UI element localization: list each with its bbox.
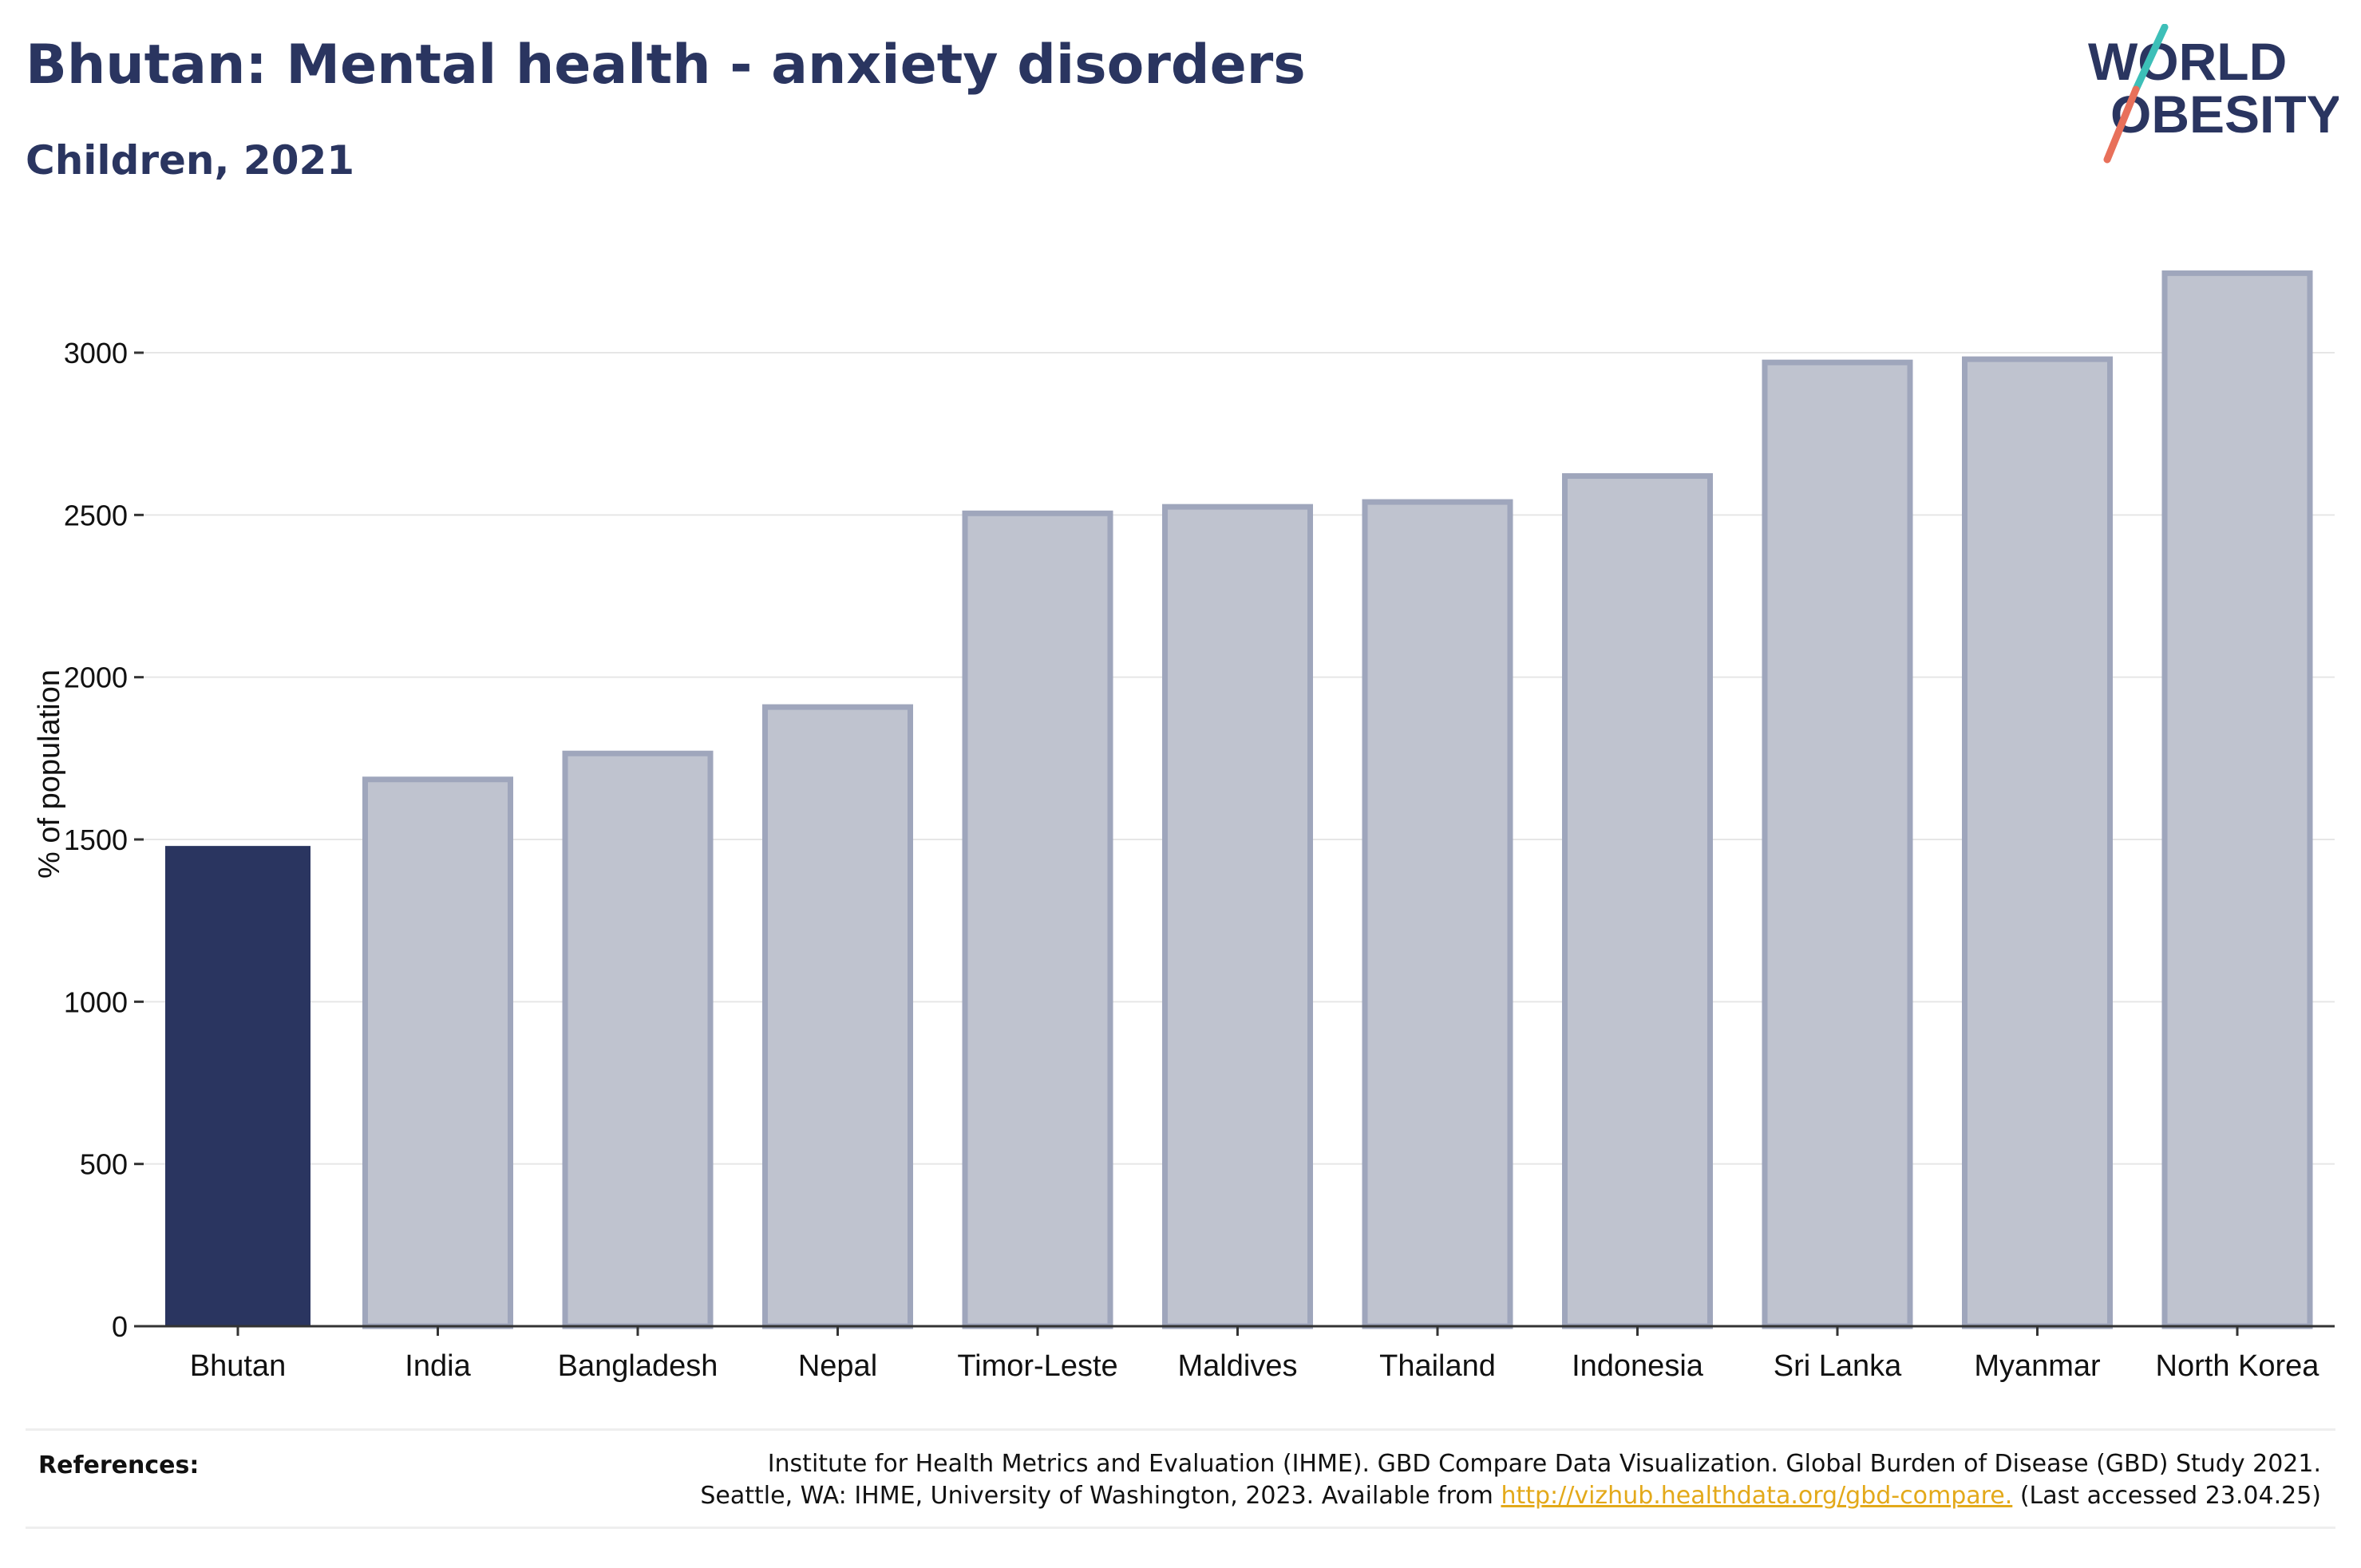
x-tick-label: Bhutan <box>190 1349 286 1383</box>
x-tick-label: Bangladesh <box>558 1349 718 1383</box>
references-label: References: <box>38 1451 200 1479</box>
x-tick-label: Maldives <box>1178 1349 1298 1383</box>
logo-slash-coral <box>2103 85 2140 164</box>
x-tick-label: Timor-Leste <box>957 1349 1117 1383</box>
world-obesity-logo: WORLD OBESITY <box>2088 24 2339 164</box>
bar-north-korea <box>2161 270 2313 1329</box>
logo-line-2: OBESITY <box>2110 85 2339 144</box>
y-tick-label: 0 <box>112 1310 128 1343</box>
x-tick-label: Thailand <box>1379 1349 1496 1383</box>
bar-sri-lanka <box>1762 359 1913 1329</box>
y-tick-label: 2000 <box>64 662 128 694</box>
bar-timor-leste <box>962 510 1113 1329</box>
chart-title: Bhutan: Mental health - anxiety disorder… <box>26 34 1306 97</box>
bar-myanmar <box>1962 356 2113 1329</box>
bar-nepal <box>762 704 913 1329</box>
y-tick-label: 500 <box>80 1148 128 1181</box>
logo-line-1: WORLD <box>2088 32 2287 91</box>
reference-line-2-suffix: (Last accessed 23.04.25) <box>2012 1482 2321 1510</box>
bar-chart: 0 500 1000 1500 2000 2500 3000 Bhutan India Bangl… <box>33 270 2335 1383</box>
bar-thailand <box>1362 499 1513 1329</box>
y-tick-label: 1000 <box>64 985 128 1018</box>
reference-line-1: Institute for Health Metrics and Evaluat… <box>767 1450 2321 1478</box>
reference-link[interactable]: http://vizhub.healthdata.org/gbd-compare… <box>1501 1482 2013 1510</box>
axes: 0 500 1000 1500 2000 2500 3000 Bhutan India Bangl… <box>64 337 2335 1383</box>
reference-line-2-prefix: Seattle, WA: IHME, University of Washing… <box>700 1482 1501 1510</box>
x-tick-label: Nepal <box>798 1349 877 1383</box>
x-tick-label: Indonesia <box>1572 1349 1704 1383</box>
references-text: Institute for Health Metrics and Evaluat… <box>700 1448 2321 1512</box>
y-axis-label: % of population <box>33 669 66 879</box>
reference-line-2: Seattle, WA: IHME, University of Washing… <box>700 1480 2321 1512</box>
bar-bangladesh <box>562 750 714 1329</box>
x-tick-label: North Korea <box>2156 1349 2320 1383</box>
references-panel: References: Institute for Health Metrics… <box>26 1428 2335 1529</box>
bar-bhutan <box>165 846 310 1326</box>
x-tick-label: Sri Lanka <box>1774 1349 1902 1383</box>
x-tick-label: Myanmar <box>1974 1349 2101 1383</box>
logo-slash-teal <box>2132 24 2169 93</box>
chart-subtitle: Children, 2021 <box>26 137 355 184</box>
bar-india <box>362 776 513 1329</box>
bars <box>165 270 2313 1329</box>
bar-indonesia <box>1562 473 1713 1329</box>
x-tick-label: India <box>405 1349 471 1383</box>
y-tick-label: 1500 <box>64 823 128 856</box>
y-tick-label: 3000 <box>64 337 128 369</box>
bar-maldives <box>1162 504 1313 1329</box>
y-tick-label: 2500 <box>64 499 128 531</box>
